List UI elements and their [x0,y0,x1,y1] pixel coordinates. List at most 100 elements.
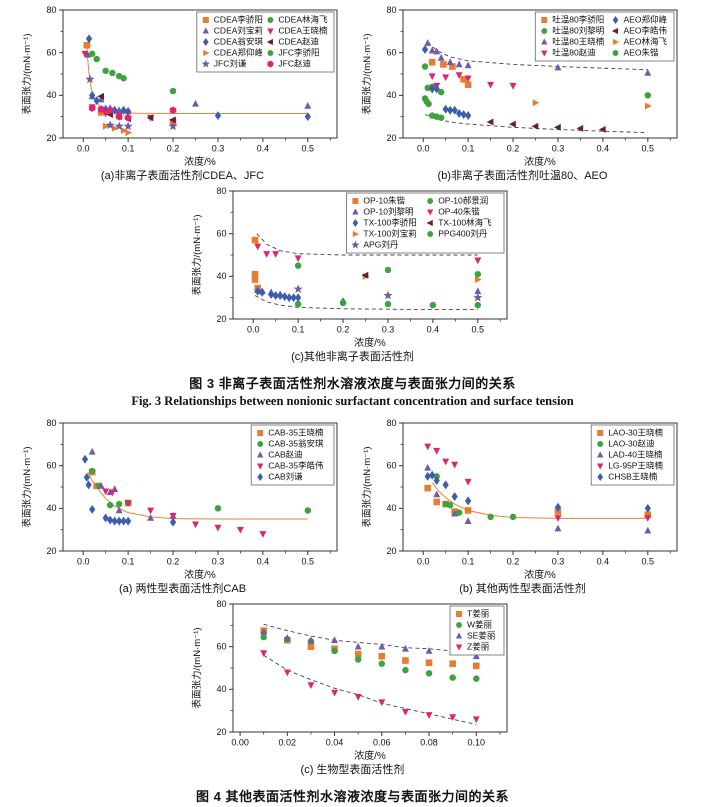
svg-text:浓度/%: 浓度/% [524,568,556,581]
svg-text:20: 20 [386,133,396,143]
svg-text:40: 40 [46,503,56,513]
svg-text:0.5: 0.5 [471,325,484,335]
svg-text:60: 60 [216,229,226,239]
scatter-chart-fig3a: 0.0 0.1 0.2 0.3 0.4 0.5 20 40 60 80 浓度/% 表面张力/(mN·m… [21,5,337,168]
series-吐温80王晓楠 [423,39,651,76]
series-AEO林海飞 [532,99,652,110]
series-T姜丽 [259,627,480,670]
svg-text:0.2: 0.2 [166,557,179,567]
svg-text:CHSB王晓楠: CHSB王晓楠 [608,472,658,482]
svg-text:W姜丽: W姜丽 [467,620,493,630]
svg-text:0.3: 0.3 [211,144,224,154]
series-JFC刘谦 [84,74,178,131]
svg-text:0.1: 0.1 [121,144,134,154]
svg-text:0.4: 0.4 [256,144,269,154]
envelope-dashed-curve [255,233,478,256]
svg-text:0.0: 0.0 [416,144,429,154]
series-TX-100林海飞 [361,271,368,279]
svg-text:0.1: 0.1 [291,325,304,335]
svg-text:表面张力/(mN·m⁻¹): 表面张力/(mN·m⁻¹) [21,34,33,115]
legend: 吐温80李骄阳吐温80刘黎明吐温80王晓楠吐温80赵迪AEO郑仰峰AEO李皓伟A… [534,11,674,62]
svg-text:TX-100李骄阳: TX-100李骄阳 [363,218,416,228]
scatter-chart-fig4b: 0.0 0.1 0.2 0.3 0.4 0.5 20 40 60 80 浓度/% 表面张力/(mN·m… [361,418,677,581]
svg-text:40: 40 [386,503,396,513]
scatter-plot-fig3c: 0.0 0.1 0.2 0.3 0.4 0.5 20 40 60 80 浓度/% 表面张力/(mN·m… [187,185,519,353]
svg-text:表面张力/(mN·m⁻¹): 表面张力/(mN·m⁻¹) [191,215,203,296]
fit-curve [85,45,308,114]
svg-text:40: 40 [216,684,226,694]
envelope-dashed-curve [263,623,476,653]
svg-text:LAO-30王晓楠: LAO-30王晓楠 [608,428,663,438]
svg-text:OP-10刘黎明: OP-10刘黎明 [363,207,413,217]
series-TX-100刘宝莉 [362,272,482,283]
svg-text:OP-10朱锴: OP-10朱锴 [363,196,405,206]
svg-text:表面张力/(mN·m⁻¹): 表面张力/(mN·m⁻¹) [191,628,203,709]
svg-text:AEO李皓伟: AEO李皓伟 [623,26,667,36]
svg-text:T姜丽: T姜丽 [467,609,490,619]
svg-text:20: 20 [216,727,226,737]
svg-text:0.0: 0.0 [76,557,89,567]
svg-text:表面张力/(mN·m⁻¹): 表面张力/(mN·m⁻¹) [361,34,373,115]
svg-text:0.02: 0.02 [278,738,296,748]
series-CAB刘谦 [81,454,176,527]
svg-text:APG刘丹: APG刘丹 [363,240,398,250]
chart-fig3b: 0.0 0.1 0.2 0.3 0.4 0.5 20 40 60 80 浓度/% 表面张力/(mN·m… [357,4,689,185]
svg-text:20: 20 [386,546,396,556]
series-LAD-40王晓楠 [423,463,651,534]
subcaption-fig3c: (c)其他非离子表面活性剂 [291,351,414,363]
envelope-dashed-curve [424,114,648,134]
svg-text:0.3: 0.3 [381,325,394,335]
svg-text:SE姜丽: SE姜丽 [467,631,496,641]
svg-text:0.4: 0.4 [596,144,609,154]
svg-text:CDEA赵迪: CDEA赵迪 [278,37,319,47]
scatter-plot-fig3a: 0.0 0.1 0.2 0.3 0.4 0.5 20 40 60 80 浓度/% 表面张力/(mN·m… [17,4,349,172]
svg-text:0.5: 0.5 [301,144,314,154]
envelope-dashed-curve [426,41,648,71]
series-JFC赵迪 [88,104,176,122]
svg-text:浓度/%: 浓度/% [354,336,386,349]
figure3-caption-zh: 图 3 非离子表面活性剂水溶液浓度与表面张力间的关系 [189,376,516,391]
fit-curve [431,482,648,519]
svg-text:0.06: 0.06 [373,738,391,748]
svg-text:CDEA郑仰峰: CDEA郑仰峰 [213,48,263,58]
svg-text:LG-95P王晓楠: LG-95P王晓楠 [608,461,663,471]
svg-text:吐温80刘黎明: 吐温80刘黎明 [552,26,604,36]
subcaption-fig4c: (c) 生物型表面活性剂 [300,764,405,776]
svg-text:60: 60 [386,461,396,471]
subcaption-fig4a: (a) 两性型表面活性剂CAB [118,583,247,595]
figure3-row-1: 0.0 0.1 0.2 0.3 0.4 0.5 20 40 60 80 浓度/% 表面张力/(mN·m… [0,4,705,185]
subcaption-fig3a: (a)非离子表面活性剂CDEA、JFC [100,170,265,182]
svg-text:0.5: 0.5 [641,557,654,567]
svg-text:0.04: 0.04 [325,738,343,748]
svg-text:0.4: 0.4 [426,325,439,335]
svg-text:0.10: 0.10 [467,738,485,748]
svg-text:LAO-30赵迪: LAO-30赵迪 [608,439,655,449]
svg-text:0.4: 0.4 [596,557,609,567]
svg-text:0.4: 0.4 [256,557,269,567]
svg-text:40: 40 [216,271,226,281]
svg-text:80: 80 [216,186,226,196]
svg-text:AEO郑仰峰: AEO郑仰峰 [623,15,667,25]
svg-text:表面张力/(mN·m⁻¹): 表面张力/(mN·m⁻¹) [21,447,33,528]
series-Z姜丽 [259,650,480,724]
svg-text:0.2: 0.2 [166,144,179,154]
series-CDEA林海飞 [88,50,127,82]
svg-text:0.2: 0.2 [506,144,519,154]
svg-text:20: 20 [216,314,226,324]
figure4-row-2: 0.00 0.02 0.04 0.06 0.08 0.10 20 40 60 80 浓度/% 表面张力… [0,598,705,779]
series-W姜丽 [259,633,480,682]
svg-text:CDEA李骄阳: CDEA李骄阳 [213,15,262,25]
envelope-dashed-curve [262,654,476,725]
svg-text:TX-100林海飞: TX-100林海飞 [438,218,492,228]
svg-text:浓度/%: 浓度/% [524,155,556,168]
svg-text:40: 40 [386,90,396,100]
svg-text:0.3: 0.3 [551,557,564,567]
series-CAB-35翁安琪 [88,467,311,514]
svg-text:吐温80李骄阳: 吐温80李骄阳 [552,15,604,25]
svg-text:CAB赵迪: CAB赵迪 [268,450,303,460]
series-JFC李骄阳 [169,87,176,95]
